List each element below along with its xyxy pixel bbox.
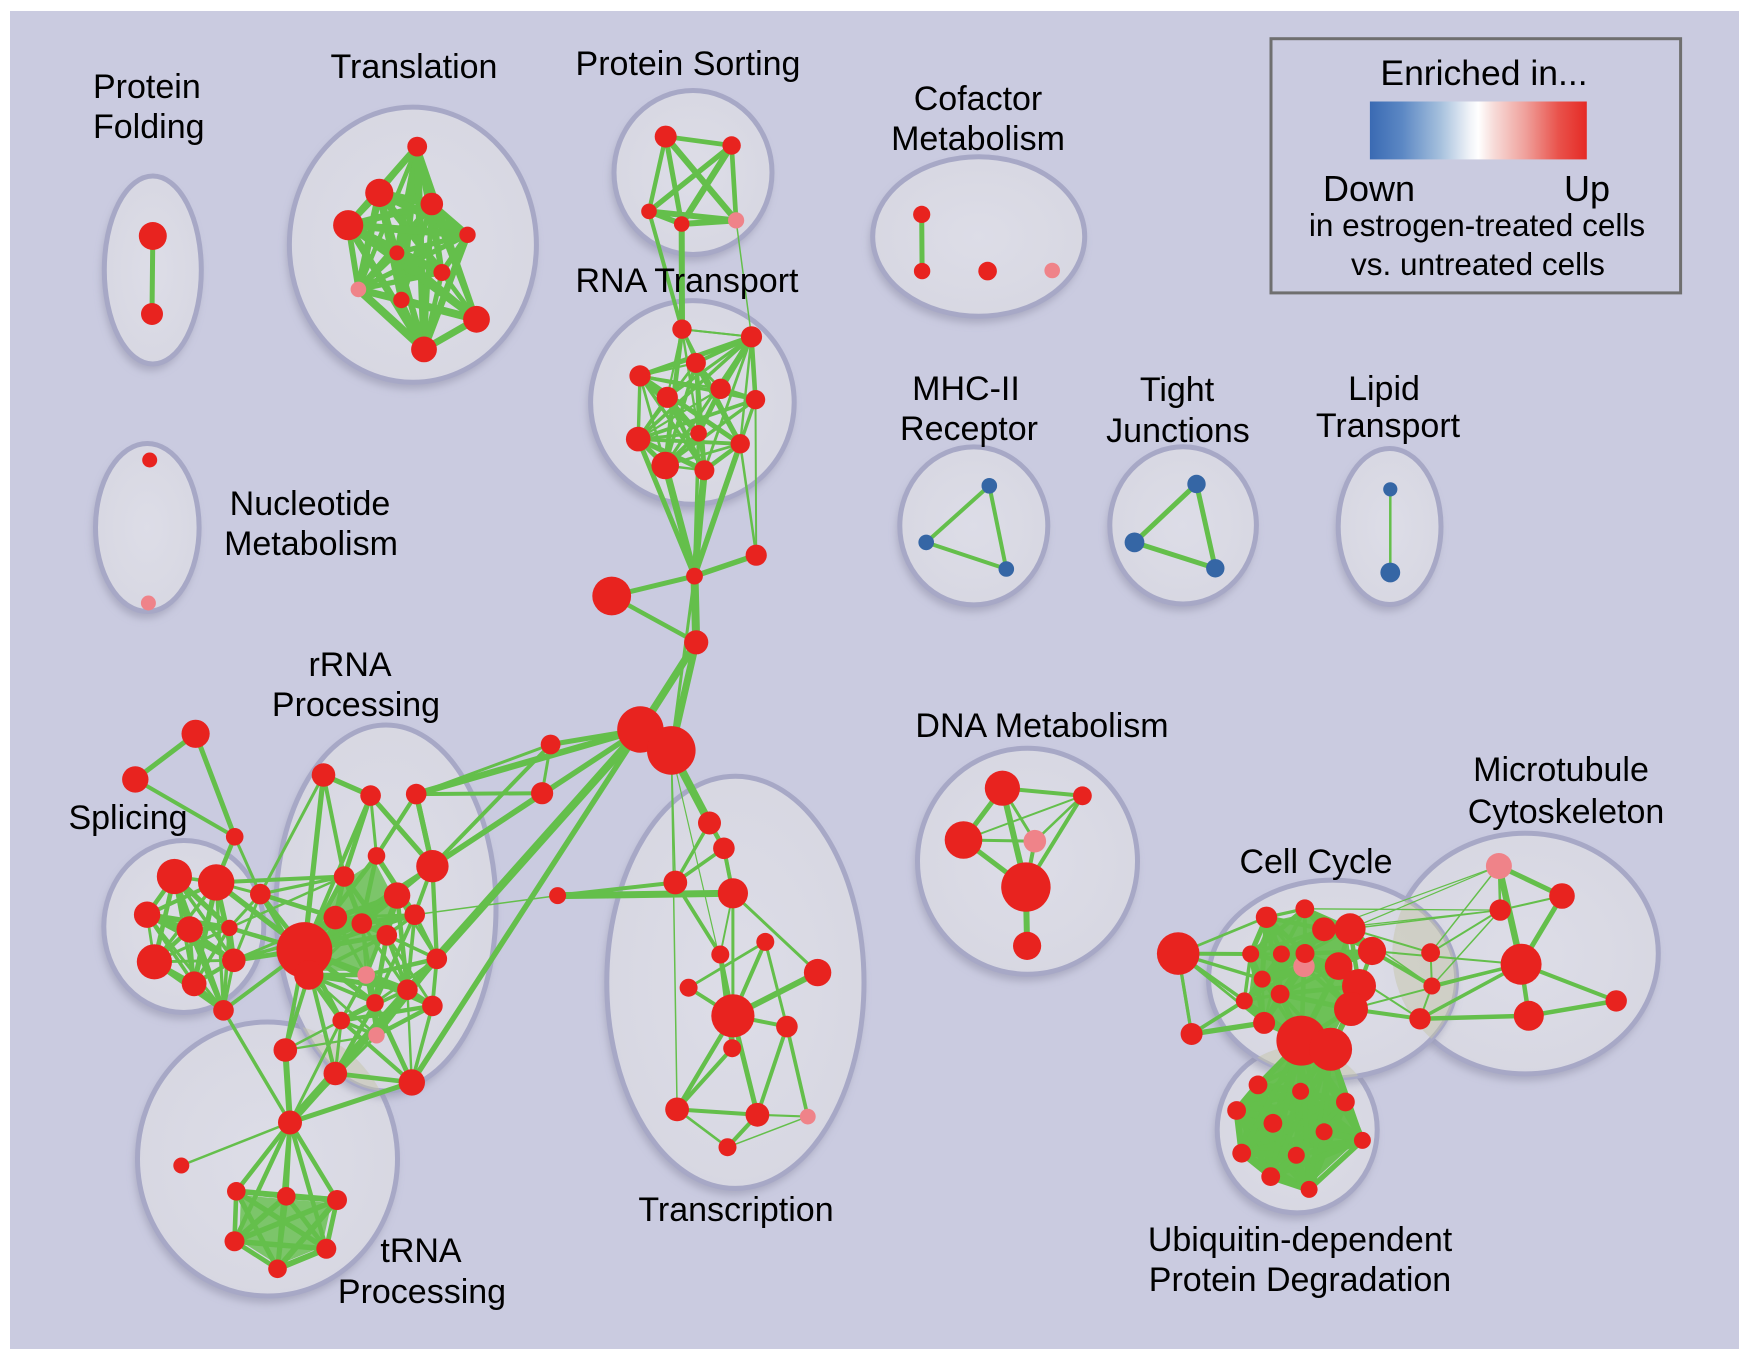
svg-text:Transport: Transport bbox=[1316, 407, 1461, 445]
svg-text:Splicing: Splicing bbox=[68, 799, 187, 837]
svg-text:Lipid: Lipid bbox=[1348, 370, 1420, 408]
svg-text:Protein Degradation: Protein Degradation bbox=[1149, 1261, 1451, 1299]
svg-text:MHC-II: MHC-II bbox=[912, 370, 1020, 408]
svg-text:Processing: Processing bbox=[272, 686, 440, 724]
svg-text:Processing: Processing bbox=[338, 1273, 506, 1311]
svg-text:Translation: Translation bbox=[331, 48, 498, 86]
svg-text:Protein Sorting: Protein Sorting bbox=[576, 45, 801, 83]
svg-text:Cytoskeleton: Cytoskeleton bbox=[1468, 793, 1665, 831]
svg-text:in estrogen-treated cells: in estrogen-treated cells bbox=[1309, 207, 1645, 243]
svg-text:Nucleotide: Nucleotide bbox=[230, 485, 391, 523]
svg-text:rRNA: rRNA bbox=[308, 646, 391, 684]
svg-text:Junctions: Junctions bbox=[1106, 412, 1250, 450]
svg-text:DNA Metabolism: DNA Metabolism bbox=[915, 707, 1168, 745]
svg-text:Metabolism: Metabolism bbox=[224, 525, 398, 563]
svg-text:Folding: Folding bbox=[93, 108, 205, 146]
svg-text:Enriched in...: Enriched in... bbox=[1380, 53, 1587, 93]
svg-text:Transcription: Transcription bbox=[638, 1191, 833, 1229]
svg-text:Protein: Protein bbox=[93, 68, 201, 106]
svg-text:vs. untreated cells: vs. untreated cells bbox=[1351, 246, 1605, 282]
svg-text:Receptor: Receptor bbox=[900, 410, 1038, 448]
svg-text:Cofactor: Cofactor bbox=[914, 80, 1043, 118]
svg-text:Up: Up bbox=[1564, 168, 1610, 209]
svg-text:Ubiquitin-dependent: Ubiquitin-dependent bbox=[1148, 1221, 1453, 1259]
svg-text:Microtubule: Microtubule bbox=[1473, 751, 1649, 789]
svg-text:Metabolism: Metabolism bbox=[891, 120, 1065, 158]
svg-text:Down: Down bbox=[1323, 168, 1415, 209]
svg-text:Cell Cycle: Cell Cycle bbox=[1239, 843, 1392, 881]
svg-text:tRNA: tRNA bbox=[380, 1232, 462, 1270]
svg-text:RNA Transport: RNA Transport bbox=[576, 262, 800, 300]
svg-text:Tight: Tight bbox=[1140, 371, 1215, 409]
